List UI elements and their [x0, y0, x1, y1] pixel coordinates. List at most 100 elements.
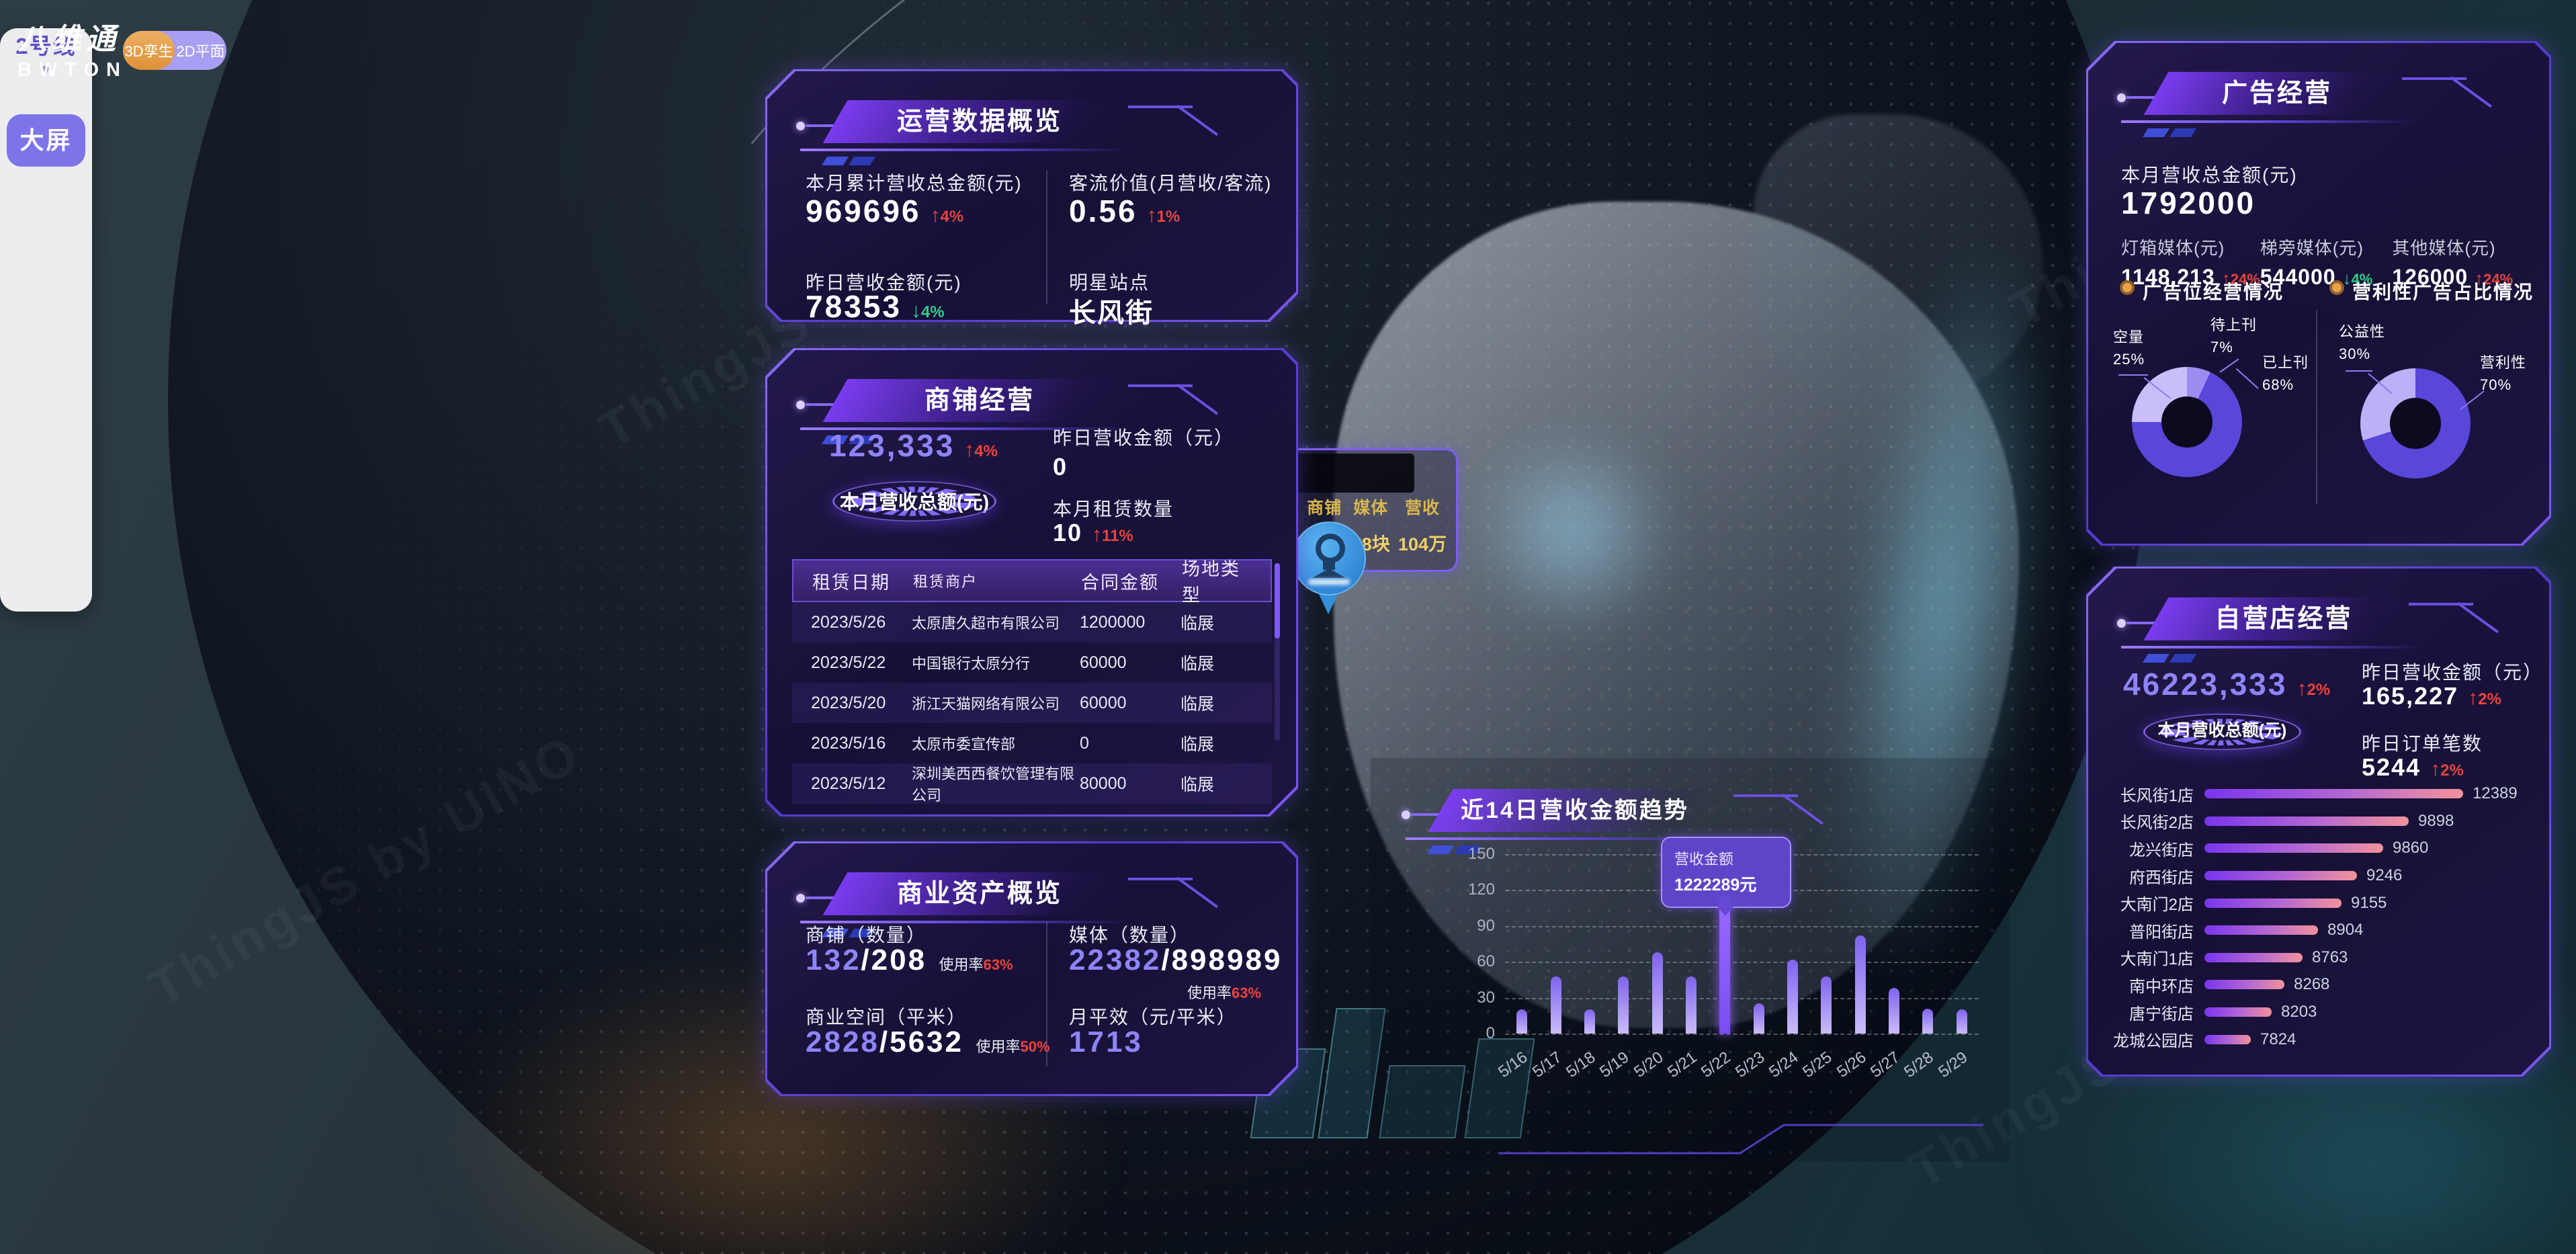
panel-title: 自营店经营 — [2215, 605, 2353, 633]
table-header-cell: 场地类型 — [1182, 559, 1240, 605]
metric-value: 10 — [1053, 519, 1083, 546]
store-bar-row: 龙城公园店 7824 — [2113, 1030, 2296, 1051]
header-dot-icon — [2117, 619, 2126, 628]
trend-bar-5/24[interactable] — [1787, 960, 1799, 1034]
mode-toggle[interactable]: 3D孪生 2D平面 — [123, 31, 226, 70]
trend-bar-5/19[interactable] — [1618, 976, 1629, 1034]
logo-cn: 八维通 — [17, 23, 120, 56]
y-axis-tick: 60 — [1477, 952, 1495, 971]
store-bar-row: 大南门2店 9155 — [2120, 893, 2387, 915]
table-header-row: 租赁日期 租赁商户 合同金额 场地类型 — [792, 559, 1272, 605]
y-axis-tick: 90 — [1477, 916, 1495, 935]
trend-bar-5/18[interactable] — [1584, 1009, 1595, 1034]
trend-bar-5/27[interactable] — [1889, 988, 1900, 1034]
store-bar-row: 龙兴街店 9860 — [2129, 839, 2429, 860]
ad-media-metric: 灯箱媒体(元) 1148,213 ↑24% — [2121, 238, 2260, 289]
trend-title: 近14日营收金额趋势 — [1461, 798, 1689, 823]
store-bar-row: 南中环店 8268 — [2129, 975, 2330, 996]
store-bar-row: 长风街2店 9898 — [2120, 811, 2454, 833]
line-selector[interactable]: 2号线 — [15, 34, 77, 58]
asset-label: 商铺（数量） — [806, 925, 927, 946]
station-metric: 媒体 58块 — [1351, 499, 1390, 554]
header-dot-icon — [796, 122, 805, 130]
donut-label: 公益性 30% — [2339, 323, 2386, 362]
metric-value: 5244 — [2362, 753, 2421, 781]
trend-bar-5/25[interactable] — [1821, 976, 1832, 1034]
star-station-value: 长风街 — [1069, 298, 1154, 328]
chevron-down-icon[interactable]: ▼ — [38, 61, 54, 78]
asset-label: 商业空间（平米） — [806, 1007, 968, 1028]
panel-self-operated-stores: 自营店经营 46223,333 ↑2% 本月营收总额(元) 昨日营收金额（元） 1… — [2086, 567, 2551, 1077]
month-revenue-value: 123,333 — [829, 428, 955, 463]
metric-value: 165,227 — [2362, 682, 2459, 710]
toggle-2d-button[interactable]: 2D平面 — [176, 43, 225, 60]
table-row[interactable]: 2023/5/12 深圳美西西餐饮管理有限公司 80000 临展 — [792, 763, 1272, 804]
metric-label: 本月累计营收总金额(元) — [806, 173, 1023, 194]
y-axis-tick: 30 — [1477, 988, 1495, 1007]
lease-table: 租赁日期 租赁商户 合同金额 场地类型 2023/5/26 太原唐久超市有限公司 1200… — [792, 559, 1272, 804]
asset-value: 2828 — [806, 1026, 879, 1058]
metric-label: 昨日营收金额（元） — [1053, 427, 1235, 448]
table-row[interactable]: 2023/5/20 浙江天猫网络有限公司 60000 临展 — [792, 683, 1272, 723]
trend-bar-5/17[interactable] — [1550, 976, 1561, 1034]
trend-bar-5/26[interactable] — [1854, 935, 1866, 1034]
metric-value: 0.56 — [1069, 194, 1137, 228]
ad-media-metric: 梯旁媒体(元) 544000 ↓4% — [2260, 238, 2373, 289]
donut-label: 已上刊 68% — [2262, 354, 2309, 393]
asset-label: 月平效（元/平米） — [1069, 1007, 1237, 1028]
revenue-gauge: 本月营收总额(元) — [2143, 696, 2301, 768]
table-header-cell: 合同金额 — [1081, 572, 1159, 593]
trend-bar-5/21[interactable] — [1685, 976, 1697, 1034]
table-scrollbar[interactable] — [1275, 563, 1280, 741]
table-row[interactable]: 2023/5/26 太原唐久超市有限公司 1200000 临展 — [792, 602, 1272, 642]
station-pin[interactable] — [1292, 521, 1366, 614]
store-revenue-bar-chart: 长风街1店 12389 长风街2店 9898 龙兴街店 9860 府西街店 9246 大南门2店… — [2101, 780, 2538, 1053]
panel-shop-operations: 商铺经营 123,333 ↑4% 本月营收总额(元) 昨日营收金额（元） 0 本月… — [765, 348, 1298, 817]
donut-section-title: 营利性广告占比情况 — [2352, 282, 2534, 302]
header-dot-icon — [2117, 93, 2126, 102]
table-row[interactable]: 2023/5/22 中国银行太原分行 60000 临展 — [811, 653, 1215, 674]
store-bar-row: 长风街1店 12389 — [2120, 784, 2518, 805]
metric-label: 本月营收总金额(元) — [2121, 165, 2298, 185]
metro-station-icon — [1292, 521, 1366, 595]
donut-label: 待上刊 7% — [2210, 317, 2258, 356]
bullet-icon — [2120, 280, 2135, 295]
metric-value: 1792000 — [2121, 185, 2256, 220]
trend-bar-5/23[interactable] — [1753, 1003, 1764, 1034]
asset-label: 媒体（数量） — [1069, 925, 1191, 946]
toggle-3d-button[interactable]: 3D孪生 — [123, 31, 175, 70]
donut-label: 空量 25% — [2113, 329, 2145, 368]
ad-slots-donut-chart — [2132, 367, 2242, 477]
star-station-label: 明星站点 — [1069, 272, 1150, 293]
metric-label: 昨日订单笔数 — [2362, 733, 2483, 754]
trend-bottom-frame — [1498, 1124, 1983, 1155]
panel-commercial-assets: 商业资产概览 商铺（数量） 132/208 使用率63% 媒体（数量） 2238… — [765, 841, 1298, 1096]
store-bar-row: 唐宁街店 8203 — [2129, 1003, 2317, 1023]
sidebar-item-1[interactable]: 大屏 — [7, 114, 85, 167]
map-highlight-glow — [1471, 430, 1673, 632]
logo-en: BWTON — [17, 59, 128, 81]
table-row[interactable]: 2023/5/16 太原市委宣传部 0 临展 — [811, 733, 1215, 755]
revenue-gauge: 本月营收总额(元) — [832, 461, 996, 542]
trend-bar-5/29[interactable] — [1956, 1009, 1967, 1034]
table-body: 2023/5/26 太原唐久超市有限公司 1200000 临展 2023/5/22 中国银… — [792, 602, 1272, 804]
metric-label: 昨日营收金额(元) — [806, 272, 962, 293]
metric-value: 78353 — [806, 289, 902, 324]
trend-bar-5/22[interactable] — [1719, 896, 1731, 1034]
panel-title: 运营数据概览 — [896, 108, 1062, 136]
metric-label: 客流价值(月营收/客流) — [1069, 173, 1273, 194]
trend-tooltip: 营收金额 1222289元 — [1661, 837, 1791, 916]
trend-chart-panel: 近14日营收金额趋势 150 120 90 60 30 0 5/16 5/17 5/18 5/19… — [1371, 758, 2009, 1161]
header-dot-icon — [1402, 810, 1410, 819]
panel-advertising: 广告经营 本月营收总金额(元) 1792000 灯箱媒体(元) 1148,213 ↑… — [2086, 41, 2551, 546]
panel-title: 商业资产概览 — [896, 880, 1062, 908]
asset-value: 1713 — [1069, 1026, 1143, 1058]
trend-bar-5/16[interactable] — [1516, 1009, 1528, 1034]
donut-label: 营利性 70% — [2480, 354, 2527, 393]
y-axis-tick: 120 — [1467, 880, 1495, 899]
store-bar-row: 大南门1店 8763 — [2120, 948, 2348, 969]
trend-bar-5/28[interactable] — [1922, 1009, 1934, 1034]
asset-value: 22382 — [1069, 944, 1162, 976]
trend-bar-5/20[interactable] — [1651, 952, 1663, 1034]
